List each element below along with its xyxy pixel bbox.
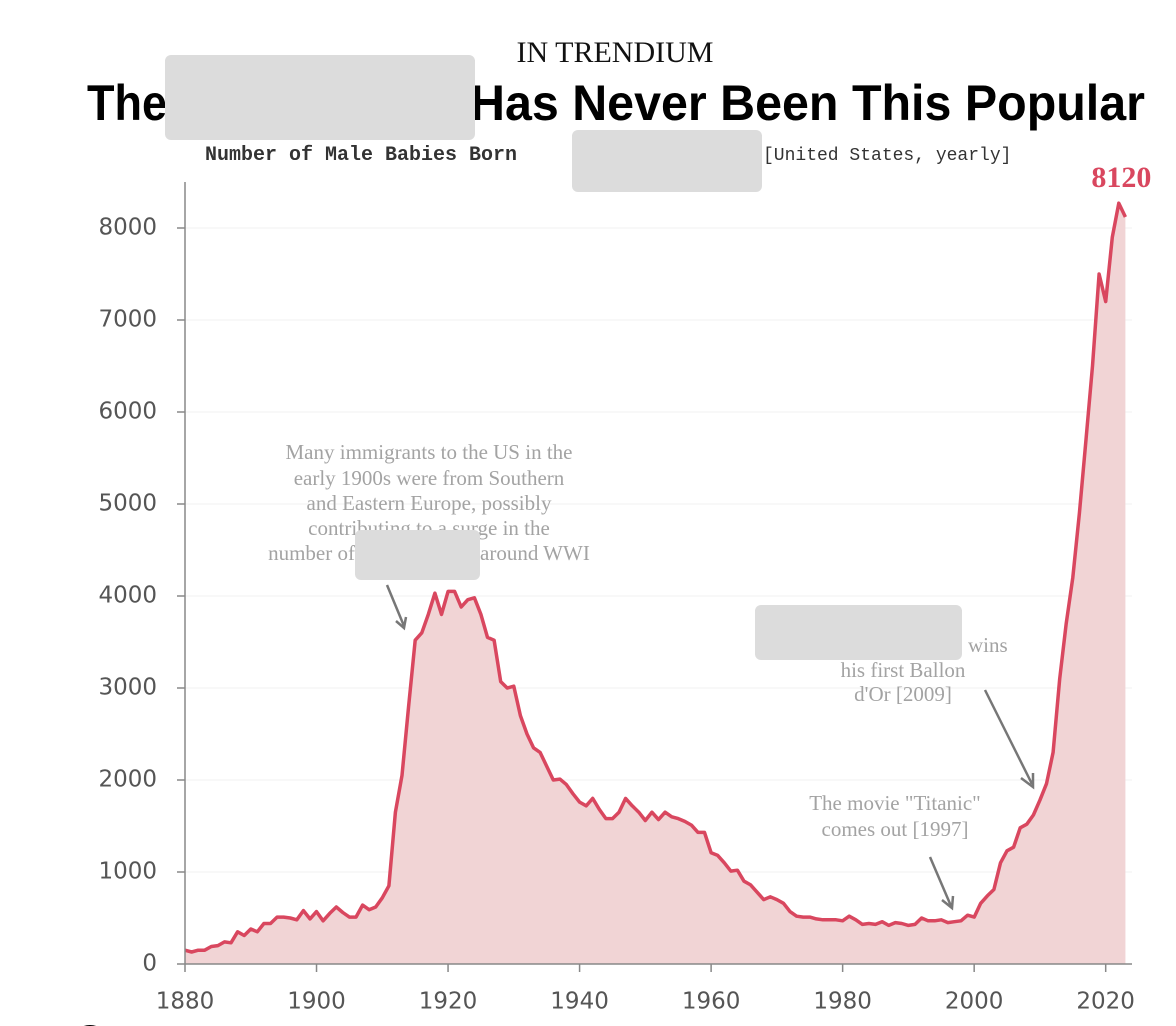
x-tick-label: 1880 [156, 989, 215, 1015]
redaction [755, 605, 962, 660]
annotation: Many immigrants to the US in the early 1… [268, 440, 590, 631]
x-tick-label: 2020 [1076, 989, 1135, 1015]
x-tick-label: 2000 [945, 989, 1004, 1015]
annotation-text: number of [268, 541, 355, 565]
chart-title: Has Never Been This Popular [470, 75, 1145, 131]
annotation-arrow [928, 856, 955, 911]
x-tick-label: 1960 [682, 989, 741, 1015]
kicker: IN TRENDIUM [517, 36, 714, 69]
y-tick-label: 7000 [98, 307, 157, 333]
x-tick-label: 1920 [419, 989, 478, 1015]
y-tick-label: 3000 [98, 675, 157, 701]
x-tick-label: 1980 [813, 989, 872, 1015]
y-tick-label: 5000 [98, 491, 157, 517]
plot-area: 0 1000 2000 3000 4000 5000 6000 7000 8000 1880 190… [98, 161, 1151, 1015]
redaction [355, 530, 480, 580]
redaction [165, 55, 475, 140]
y-tick-label: 2000 [98, 767, 157, 793]
redaction [572, 130, 762, 192]
annotation-arrow [983, 689, 1035, 790]
annotation-text: early 1900s were from Southern [294, 466, 565, 490]
annotation-text: comes out [1997] [822, 817, 969, 841]
annotation: wins his first Ballon d'Or [2009] [755, 605, 1035, 790]
y-tick-label: 1000 [98, 859, 157, 885]
x-tick-label: 1940 [550, 989, 609, 1015]
annotation-text: and Eastern Europe, possibly [307, 491, 552, 515]
annotation-arrow [385, 584, 408, 631]
annotation-text: The movie "Titanic" [809, 791, 981, 815]
annotation-text: Many immigrants to the US in the [286, 440, 573, 464]
y-tick-label: 6000 [98, 399, 157, 425]
annotation-text: his first Ballon [841, 658, 966, 682]
annotation: The movie "Titanic" comes out [1997] [809, 791, 981, 911]
y-tick-label: 8000 [98, 215, 157, 241]
annotation-text: wins [968, 633, 1008, 657]
y-tick-label: 4000 [98, 583, 157, 609]
x-tick-label: 1900 [287, 989, 346, 1015]
y-tick-label: 0 [142, 951, 157, 977]
subtitle: Number of Male Babies Born [205, 144, 517, 167]
area [185, 203, 1126, 964]
subtitle-note: [United States, yearly] [763, 146, 1011, 166]
annotation-text: d'Or [2009] [854, 682, 952, 706]
end-value-label: 8120 [1091, 161, 1151, 194]
line [184, 201, 1127, 954]
annotation-text: around WWI [480, 541, 590, 565]
chart-title: The [87, 75, 167, 131]
